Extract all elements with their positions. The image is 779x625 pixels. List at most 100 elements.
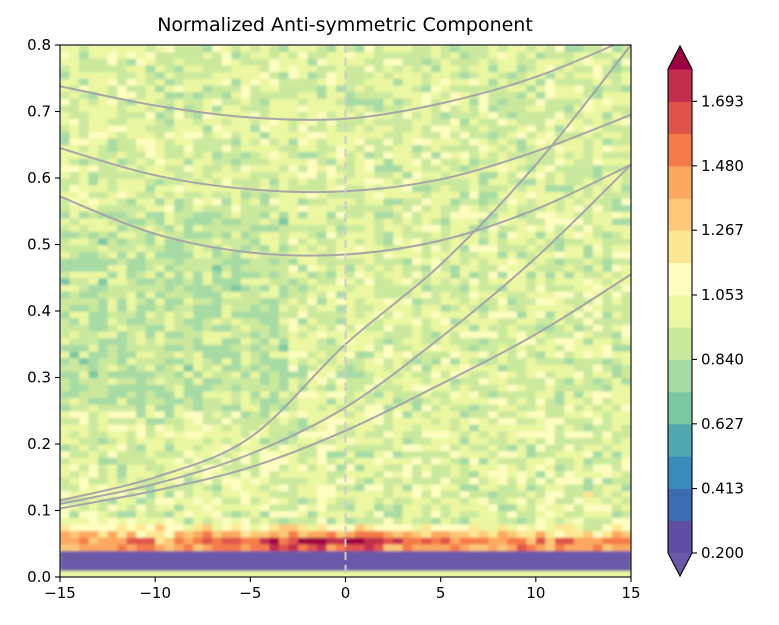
- heatmap-cell: [412, 444, 423, 452]
- heatmap-cell: [316, 457, 328, 465]
- heatmap-cell: [364, 490, 375, 498]
- heatmap-cell: [231, 410, 242, 418]
- heatmap-cell: [69, 530, 80, 538]
- heatmap-cell: [564, 151, 575, 159]
- heatmap-cell: [259, 357, 270, 365]
- heatmap-cell: [431, 517, 442, 525]
- heatmap-cell: [174, 244, 185, 252]
- heatmap-cell: [164, 543, 175, 551]
- heatmap-cell: [564, 251, 575, 259]
- heatmap-cell: [469, 184, 480, 192]
- heatmap-cell: [183, 377, 194, 385]
- heatmap-cell: [488, 324, 499, 332]
- heatmap-cell: [345, 497, 356, 505]
- heatmap-cell: [621, 311, 631, 319]
- heatmap-cell: [364, 437, 375, 445]
- heatmap-cell: [431, 530, 442, 538]
- heatmap-cell: [117, 45, 128, 53]
- heatmap-cell: [307, 158, 318, 166]
- heatmap-cell: [212, 330, 223, 339]
- heatmap-cell: [488, 144, 499, 152]
- heatmap-cell: [564, 178, 575, 186]
- heatmap-cell: [621, 350, 631, 359]
- heatmap-cell: [364, 284, 375, 292]
- heatmap-cell: [259, 457, 270, 465]
- heatmap-cell: [136, 324, 147, 332]
- heatmap-cell: [98, 543, 109, 551]
- heatmap-cell: [621, 424, 631, 432]
- heatmap-cell: [583, 124, 594, 133]
- heatmap-cell: [450, 164, 461, 172]
- heatmap-cell: [516, 284, 527, 292]
- heatmap-cell: [278, 138, 289, 146]
- heatmap-cell: [240, 264, 251, 272]
- heatmap-cell: [478, 430, 489, 438]
- heatmap-cell: [469, 357, 480, 365]
- heatmap-cell: [145, 71, 156, 79]
- heatmap-cell: [98, 304, 109, 312]
- heatmap-cell: [259, 470, 270, 478]
- heatmap-cell: [250, 510, 261, 518]
- heatmap-cell: [316, 124, 328, 133]
- heatmap-cell: [621, 131, 631, 139]
- heatmap-cell: [355, 171, 366, 179]
- heatmap-cell: [611, 477, 623, 485]
- colorbar-extend-bottom: [668, 553, 692, 576]
- heatmap-cell: [421, 291, 432, 299]
- heatmap-cell: [535, 131, 546, 139]
- heatmap-cell: [259, 164, 270, 172]
- heatmap-cell: [573, 543, 585, 551]
- heatmap-cell: [231, 58, 242, 66]
- heatmap-cell: [240, 404, 251, 412]
- heatmap-cell: [259, 171, 270, 179]
- heatmap-cell: [526, 324, 537, 332]
- heatmap-cell: [240, 311, 251, 319]
- heatmap-cell: [183, 251, 194, 259]
- heatmap-cell: [250, 384, 261, 392]
- heatmap-cell: [145, 251, 156, 259]
- heatmap-cell: [288, 64, 299, 73]
- heatmap-cell: [98, 164, 109, 172]
- heatmap-cell: [307, 111, 318, 119]
- heatmap-cell: [107, 257, 118, 266]
- heatmap-cell: [250, 550, 261, 558]
- heatmap-cell: [535, 151, 546, 159]
- heatmap-cell: [335, 264, 347, 272]
- heatmap-cell: [288, 543, 299, 551]
- heatmap-cell: [383, 144, 394, 152]
- heatmap-cell: [554, 45, 565, 53]
- heatmap-cell: [374, 497, 385, 505]
- heatmap-cell: [592, 543, 604, 551]
- heatmap-cell: [202, 490, 213, 498]
- heatmap-cell: [278, 490, 289, 498]
- heatmap-cell: [573, 104, 585, 113]
- heatmap-cell: [69, 377, 80, 385]
- heatmap-cell: [79, 251, 90, 259]
- heatmap-cell: [307, 237, 318, 246]
- heatmap-cell: [374, 390, 385, 399]
- heatmap-cell: [402, 390, 413, 399]
- colorbar-tick-label: 0.840: [701, 350, 744, 368]
- heatmap-cell: [602, 211, 613, 219]
- heatmap-cell: [69, 257, 80, 266]
- heatmap-cell: [174, 257, 185, 266]
- heatmap-cell: [374, 151, 385, 159]
- heatmap-cell: [278, 224, 289, 232]
- heatmap-cell: [497, 131, 508, 139]
- heatmap-cell: [183, 151, 194, 159]
- heatmap-cell: [212, 45, 223, 53]
- heatmap-cell: [507, 410, 518, 418]
- heatmap-cell: [459, 357, 470, 365]
- heatmap-cell: [450, 271, 461, 279]
- heatmap-cell: [259, 104, 270, 113]
- heatmap-cell: [98, 78, 109, 86]
- heatmap-cell: [297, 490, 309, 498]
- heatmap-cell: [535, 490, 546, 498]
- heatmap-cell: [307, 470, 318, 478]
- heatmap-cell: [421, 370, 432, 379]
- heatmap-cell: [69, 204, 80, 212]
- heatmap-cell: [117, 231, 128, 239]
- heatmap-cell: [583, 84, 594, 93]
- heatmap-cell: [136, 497, 147, 505]
- heatmap-cell: [221, 503, 232, 512]
